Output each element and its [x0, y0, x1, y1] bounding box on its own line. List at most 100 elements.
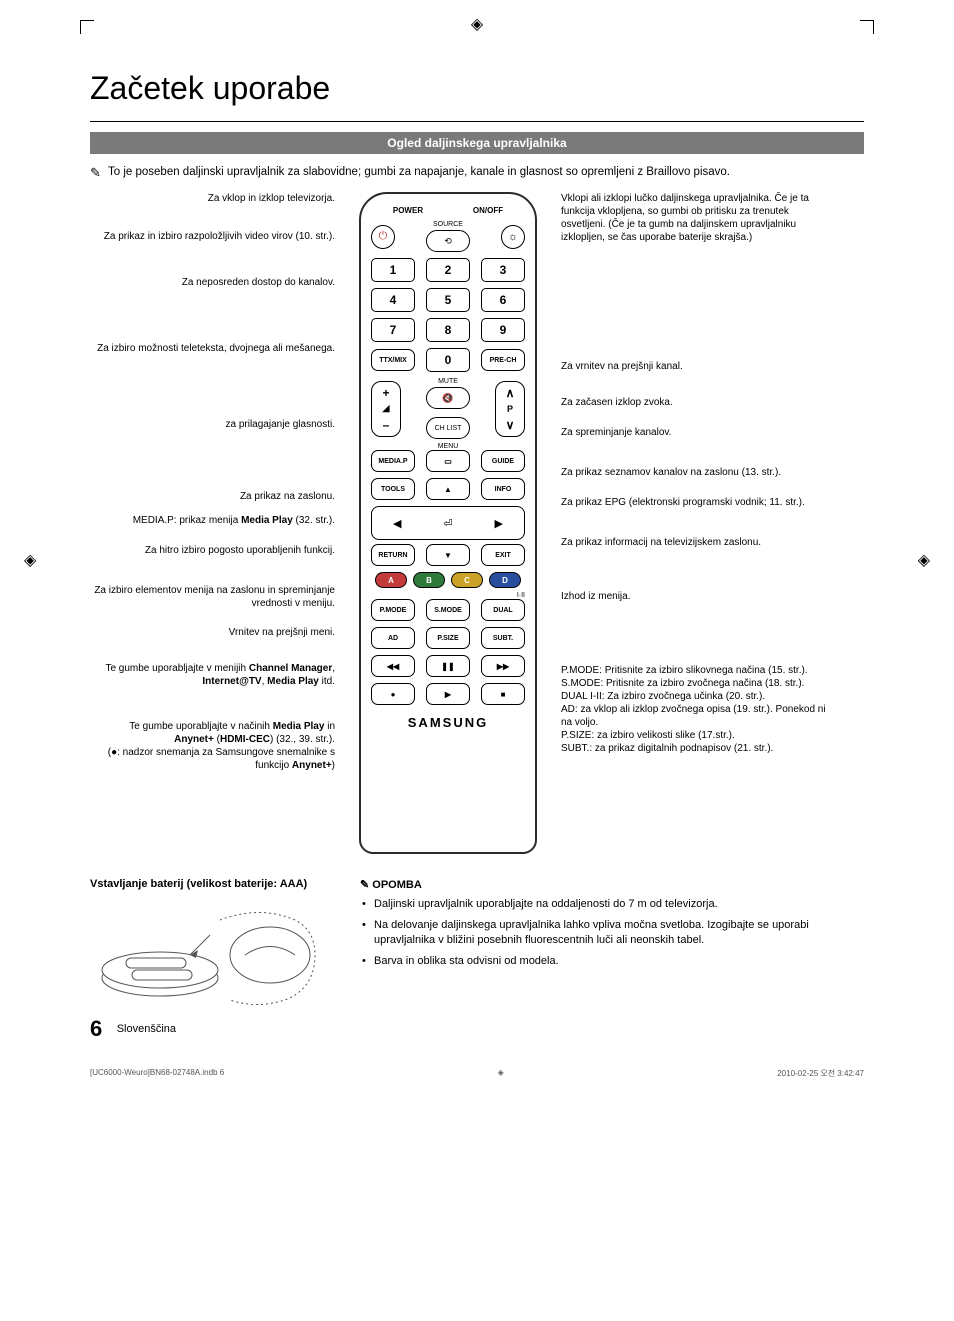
callout-left: Za hitro izbiro pogosto uporabljenih fun… — [90, 544, 335, 584]
num-0[interactable]: 0 — [426, 348, 470, 372]
callout-right: Za prikaz EPG (elektronski programski vo… — [561, 496, 836, 536]
volume-rocker[interactable]: + ◢ – — [371, 381, 401, 437]
note-item: Daljinski upravljalnik uporabljajte na o… — [374, 897, 864, 912]
color-b[interactable]: B — [413, 572, 445, 588]
nav-up[interactable]: ▲ — [426, 478, 470, 500]
prech-button[interactable]: PRE-CH — [481, 349, 525, 371]
ch-p-label: P — [507, 404, 513, 414]
onoff-button[interactable]: ☼ — [501, 225, 525, 249]
num-6[interactable]: 6 — [481, 288, 525, 312]
left-callout-column: Za vklop in izklop televizorja.Za prikaz… — [90, 192, 335, 854]
intro-note: ✎ To je poseben daljinski upravljalnik z… — [90, 164, 864, 180]
footer-center-mark: ◈ — [224, 1068, 777, 1079]
stop-button[interactable]: ■ — [481, 683, 525, 705]
footer-right: 2010-02-25 오전 3:42:47 — [777, 1068, 864, 1079]
nav-enter-icon: ⏎ — [443, 517, 452, 530]
notes-list: Daljinski upravljalnik uporabljajte na o… — [360, 897, 864, 968]
num-5[interactable]: 5 — [426, 288, 470, 312]
play-button[interactable]: ▶ — [426, 683, 470, 705]
pause-button[interactable]: ❚❚ — [426, 655, 470, 677]
callout-left: Za prikaz na zaslonu. — [90, 490, 335, 514]
callout-left: Za vklop in izklop televizorja. — [90, 192, 335, 230]
registration-mark-top: ◈ — [471, 14, 483, 34]
title-rule — [90, 121, 864, 122]
num-4[interactable]: 4 — [371, 288, 415, 312]
num-3[interactable]: 3 — [481, 258, 525, 282]
footer-left: [UC6000-Weuro]BN68-02748A.indb 6 — [90, 1068, 224, 1079]
nav-down[interactable]: ▼ — [426, 544, 470, 566]
color-d[interactable]: D — [489, 572, 521, 588]
onoff-label: ON/OFF — [451, 206, 525, 215]
callout-right: Za spreminjanje kanalov. — [561, 426, 836, 466]
notes-heading-text: OPOMBA — [372, 879, 422, 891]
callout-right: Za vrnitev na prejšnji kanal. — [561, 360, 836, 396]
smode-button[interactable]: S.MODE — [426, 599, 470, 621]
callout-left: Vrnitev na prejšnji meni. — [90, 626, 335, 662]
channel-rocker[interactable]: ∧ P ∨ — [495, 381, 525, 437]
vol-up-icon: + — [382, 386, 389, 400]
nav-pad[interactable]: ◀ ⏎ ▶ — [371, 506, 525, 540]
subt-button[interactable]: SUBT. — [481, 627, 525, 649]
page-language: Slovenščina — [117, 1023, 176, 1035]
info-button[interactable]: INFO — [481, 478, 525, 500]
remote-body: POWER ON/OFF ⏻ SOURCE ⟲ ☼ 1 2 3 4 5 6 — [359, 192, 537, 854]
source-button[interactable]: ⟲ — [426, 230, 470, 252]
note-icon: ✎ — [360, 879, 372, 891]
prech-label: PRE-CH — [490, 357, 517, 364]
callout-left: MEDIA.P: prikaz menija Media Play (32. s… — [90, 514, 335, 544]
power-button[interactable]: ⏻ — [371, 225, 395, 249]
num-8[interactable]: 8 — [426, 318, 470, 342]
mute-label: MUTE — [438, 378, 458, 385]
tools-button[interactable]: TOOLS — [371, 478, 415, 500]
callout-right: Izhod iz menija. — [561, 590, 836, 664]
ch-up-icon: ∧ — [506, 386, 515, 400]
callout-left: za prilagajanje glasnosti. — [90, 418, 335, 490]
num-9[interactable]: 9 — [481, 318, 525, 342]
callout-left: Za izbiro možnosti teleteksta, dvojnega … — [90, 342, 335, 418]
section-banner: Ogled daljinskega upravljalnika — [90, 132, 864, 154]
page-title: Začetek uporabe — [90, 70, 864, 107]
ttx-button[interactable]: TTX/MIX — [371, 349, 415, 371]
record-button[interactable]: ● — [371, 683, 415, 705]
ffwd-button[interactable]: ▶▶ — [481, 655, 525, 677]
callout-left: Te gumbe uporabljajte v menijih Channel … — [90, 662, 335, 720]
num-2[interactable]: 2 — [426, 258, 470, 282]
callout-right: P.MODE: Pritisnite za izbiro slikovnega … — [561, 664, 836, 854]
callout-right: Vklopi ali izklopi lučko daljinskega upr… — [561, 192, 836, 360]
chlist-button[interactable]: CH LIST — [426, 417, 470, 439]
exit-button[interactable]: EXIT — [481, 544, 525, 566]
mediap-button[interactable]: MEDIA.P — [371, 450, 415, 472]
num-7[interactable]: 7 — [371, 318, 415, 342]
dual-button[interactable]: DUAL — [481, 599, 525, 621]
note-icon: ✎ — [90, 164, 101, 182]
callout-left: Te gumbe uporabljajte v načinih Media Pl… — [90, 720, 335, 810]
registration-mark-left: ◈ — [24, 550, 36, 570]
pmode-button[interactable]: P.MODE — [371, 599, 415, 621]
color-c[interactable]: C — [451, 572, 483, 588]
color-a[interactable]: A — [375, 572, 407, 588]
guide-button[interactable]: GUIDE — [481, 450, 525, 472]
mute-button[interactable]: 🔇 — [426, 387, 470, 409]
return-button[interactable]: RETURN — [371, 544, 415, 566]
power-label: POWER — [371, 206, 445, 215]
ad-button[interactable]: AD — [371, 627, 415, 649]
right-callout-column: Vklopi ali izklopi lučko daljinskega upr… — [561, 192, 836, 854]
dual-iii-label: I·II — [371, 592, 525, 599]
menu-button[interactable]: ▭ — [426, 450, 470, 472]
callout-left: Za neposreden dostop do kanalov. — [90, 276, 335, 342]
brand-logo: SAMSUNG — [371, 715, 525, 730]
callout-right: Za začasen izklop zvoka. — [561, 396, 836, 426]
psize-button[interactable]: P.SIZE — [426, 627, 470, 649]
nav-left-icon: ◀ — [393, 517, 401, 530]
callout-left: Za izbiro elementov menija na zaslonu in… — [90, 584, 335, 626]
num-1[interactable]: 1 — [371, 258, 415, 282]
remote-figure: POWER ON/OFF ⏻ SOURCE ⟲ ☼ 1 2 3 4 5 6 — [343, 192, 553, 854]
battery-figure — [90, 900, 340, 1010]
source-label: SOURCE — [433, 221, 463, 228]
intro-text: To je poseben daljinski upravljalnik za … — [108, 166, 730, 178]
callout-right: Za prikaz seznamov kanalov na zaslonu (1… — [561, 466, 836, 496]
rewind-button[interactable]: ◀◀ — [371, 655, 415, 677]
battery-section-title: Vstavljanje baterij (velikost baterije: … — [90, 878, 340, 890]
menu-label: MENU — [371, 443, 525, 450]
callout-left: Za prikaz in izbiro razpoložljivih video… — [90, 230, 335, 276]
